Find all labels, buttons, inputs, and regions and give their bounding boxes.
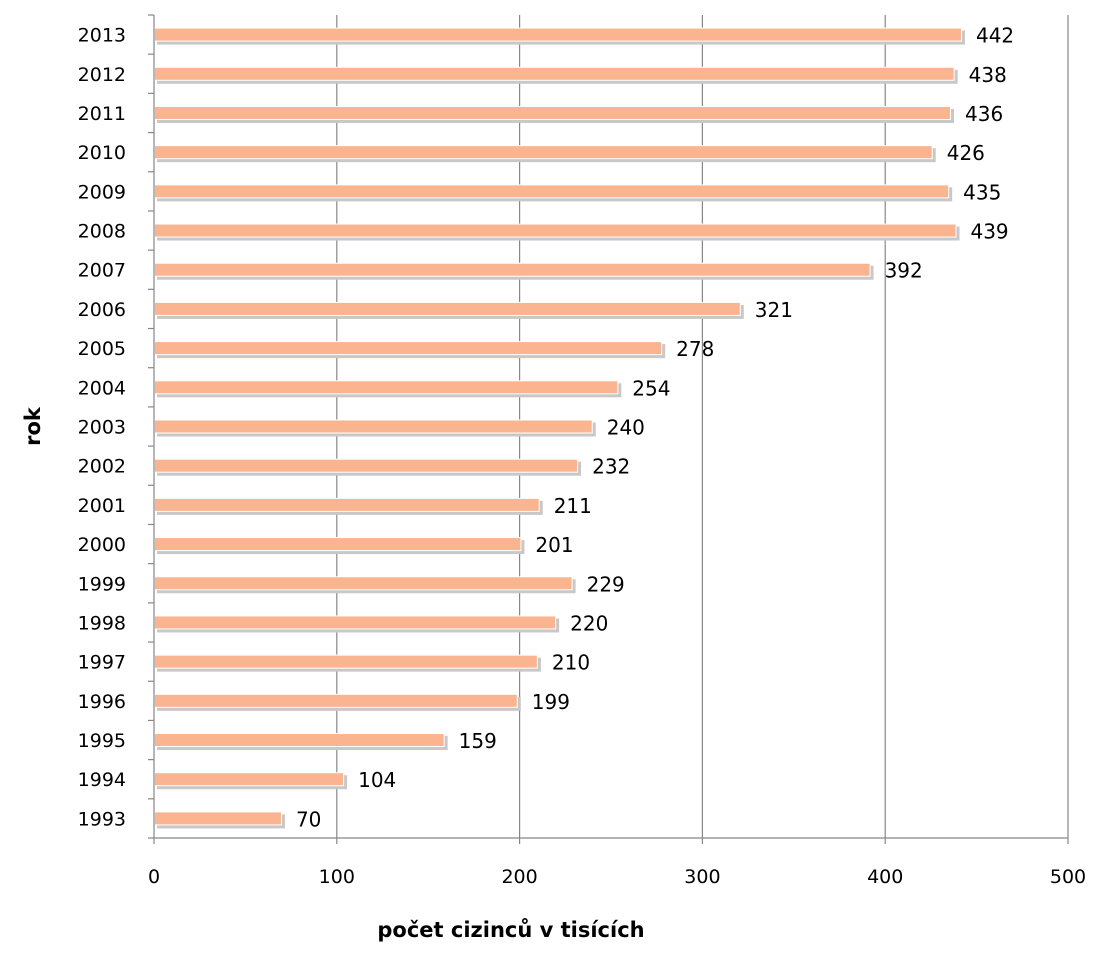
- y-tick-label: 2006: [78, 299, 126, 321]
- y-tick-label: 2001: [78, 495, 126, 517]
- bar: [155, 28, 961, 41]
- bar: [155, 655, 537, 668]
- data-label: 254: [632, 376, 670, 400]
- data-label: 442: [976, 24, 1014, 48]
- y-tick-label: 2010: [78, 142, 126, 164]
- y-tick-label: 2004: [78, 377, 126, 399]
- y-tick-label: 2012: [78, 64, 126, 86]
- data-label: 70: [296, 807, 321, 831]
- x-tick-label: 500: [1050, 866, 1086, 888]
- bar: [155, 616, 556, 629]
- y-tick-label: 2002: [78, 456, 126, 478]
- bar: [155, 420, 592, 433]
- bar: [155, 67, 954, 80]
- data-label: 435: [963, 180, 1001, 204]
- bar: [155, 694, 517, 707]
- bar: [155, 577, 572, 590]
- data-label: 439: [970, 220, 1008, 244]
- y-tick-label: 2000: [78, 534, 126, 556]
- x-tick-label: 0: [148, 866, 160, 888]
- y-tick-label: 2005: [78, 338, 126, 360]
- bar: [155, 224, 956, 237]
- x-axis-title: počet cizinců v tisících: [377, 918, 644, 942]
- data-label: 240: [607, 416, 645, 440]
- bar: [155, 302, 740, 315]
- y-axis-title: rok: [21, 406, 45, 446]
- y-tick-label: 1996: [78, 691, 126, 713]
- data-label: 321: [755, 298, 793, 322]
- bar: [155, 538, 521, 551]
- data-label: 426: [947, 141, 985, 165]
- data-label: 210: [552, 651, 590, 675]
- x-tick-label: 200: [501, 866, 537, 888]
- y-tick-label: 1998: [78, 612, 126, 634]
- data-label: 201: [535, 533, 573, 557]
- bars: [154, 27, 965, 829]
- y-tick-label: 2011: [78, 103, 126, 125]
- labels: 0 100 200 300 400 500 1993 70 1994 104 1995 159 1996…: [78, 24, 1086, 888]
- bar: [155, 146, 932, 159]
- x-tick-label: 300: [684, 866, 720, 888]
- data-label: 220: [570, 611, 608, 635]
- data-label: 211: [554, 494, 592, 518]
- y-tick-label: 1997: [78, 652, 126, 674]
- y-tick-label: 2007: [78, 260, 126, 282]
- y-tick-label: 1999: [78, 573, 126, 595]
- data-label: 199: [532, 690, 570, 714]
- bar: [155, 459, 578, 472]
- data-label: 278: [676, 337, 714, 361]
- y-tick-label: 2008: [78, 221, 126, 243]
- bar: [155, 106, 951, 119]
- y-tick-label: 1993: [78, 808, 126, 830]
- bar: [155, 381, 618, 394]
- data-label: 229: [587, 572, 625, 596]
- data-label: 436: [965, 102, 1003, 126]
- bar: [155, 773, 344, 786]
- data-label: 392: [885, 259, 923, 283]
- bar: [155, 185, 949, 198]
- y-tick-label: 1994: [78, 769, 126, 791]
- x-tick-label: 100: [319, 866, 355, 888]
- y-tick-label: 1995: [78, 730, 126, 752]
- bar: [155, 812, 281, 825]
- y-tick-label: 2003: [78, 417, 126, 439]
- y-tick-label: 2013: [78, 25, 126, 47]
- data-label: 159: [459, 729, 497, 753]
- bar: [155, 734, 444, 747]
- x-tick-label: 400: [867, 866, 903, 888]
- data-label: 232: [592, 455, 630, 479]
- y-tick-label: 2009: [78, 181, 126, 203]
- bar: [155, 342, 662, 355]
- data-label: 104: [358, 768, 396, 792]
- axes: [148, 14, 1069, 844]
- bar: [155, 263, 870, 276]
- bar: [155, 498, 539, 511]
- data-label: 438: [969, 63, 1007, 87]
